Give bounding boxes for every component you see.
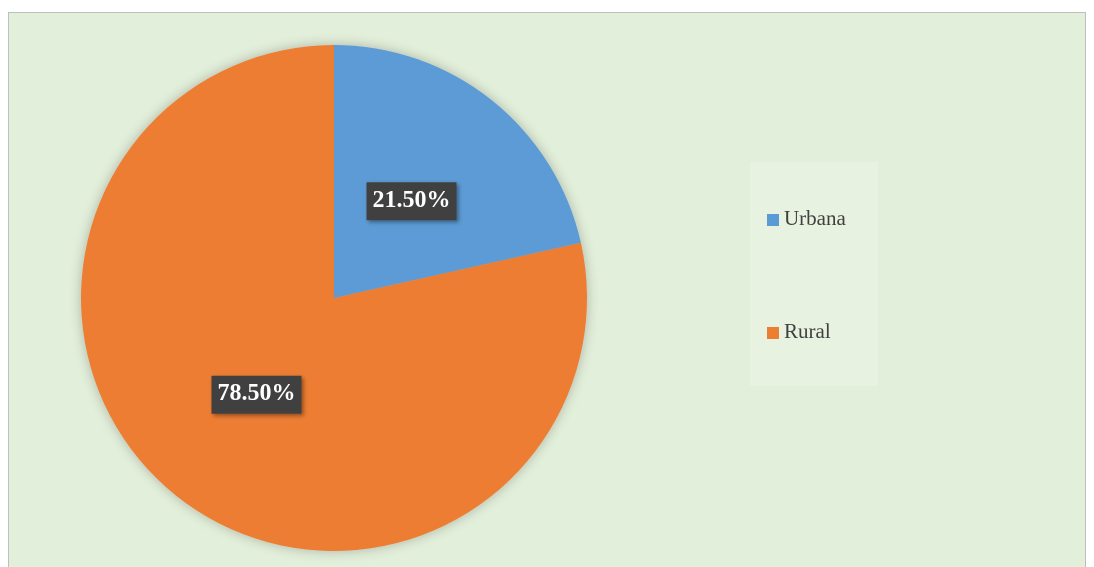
data-label: 78.50% — [217, 380, 295, 406]
legend-swatch — [767, 327, 779, 339]
data-label-box — [211, 375, 302, 414]
data-label-box — [366, 182, 457, 221]
pie-slice — [334, 45, 581, 298]
legend — [750, 162, 878, 386]
legend-label: Rural — [784, 319, 831, 343]
pie-slice — [80, 45, 587, 551]
data-label: 21.50% — [373, 187, 451, 213]
legend-swatch — [767, 214, 779, 226]
legend-label: Urbana — [784, 206, 846, 230]
pie — [80, 45, 587, 551]
